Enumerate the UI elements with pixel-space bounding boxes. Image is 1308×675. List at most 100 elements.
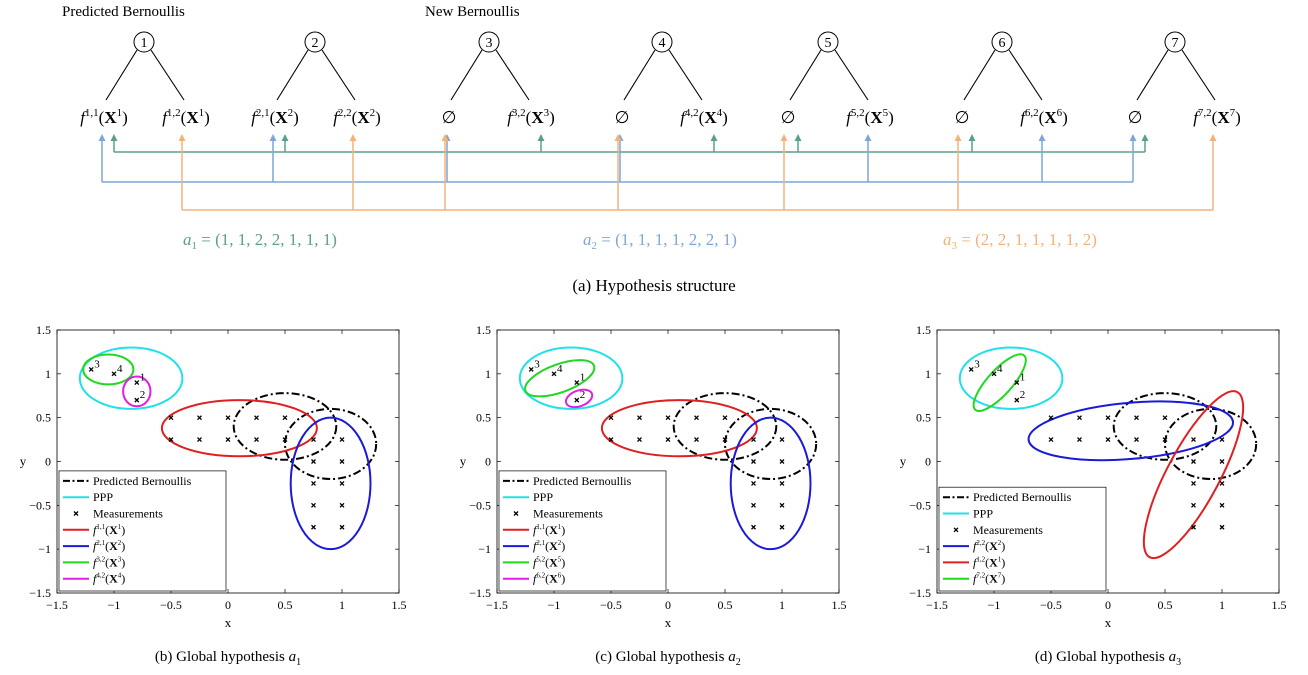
legend-label: PPP: [93, 490, 113, 504]
legend-marker: [953, 527, 959, 533]
x-tick-label: −1.5: [486, 598, 508, 612]
x-tick-label: 1: [339, 598, 345, 612]
measurement-point: [637, 437, 642, 443]
y-tick-label: −1: [478, 542, 491, 556]
x-tick-label: −0.5: [600, 598, 622, 612]
y-tick-label: 0: [45, 455, 51, 469]
hypothesis-label: a3 = (2, 2, 1, 1, 1, 1, 2): [943, 230, 1097, 252]
x-tick-label: 0: [225, 598, 231, 612]
ellipse-f52: [524, 359, 596, 398]
y-tick-label: −1.5: [469, 586, 491, 600]
measurement-point: [225, 415, 231, 421]
measurement-point: [608, 415, 614, 421]
measurement-point: [1162, 437, 1168, 443]
hypothesis-plots: −1.5 −1 −0.5 0 0.5 1 1.5 −1.5 −1 −0.5 0 0.5 1 1.5 x y 3 4…: [20, 323, 1287, 668]
y-tick-label: −0.5: [469, 498, 491, 512]
ellipse-predicted-bernoullis: [1164, 407, 1258, 481]
x-axis-label: x: [225, 615, 232, 630]
tree-leaf-label: f7,2(X7): [1193, 107, 1241, 127]
ellipse-f62: [564, 388, 594, 409]
arrow-head: [110, 134, 118, 141]
measurement-point: [254, 437, 259, 443]
measurement-point: [1191, 459, 1196, 464]
y-tick-label: 1.5: [476, 323, 491, 337]
arrow-head: [794, 134, 802, 141]
label-predicted-bernoullis: Predicted Bernoullis: [62, 4, 185, 20]
arrow-head: [1038, 134, 1046, 141]
measurement-point: [311, 437, 316, 443]
x-axis-label: x: [665, 615, 672, 630]
measurement-point: [1219, 459, 1225, 464]
legend: Predicted Bernoullis PPP Measurements f1,1(…: [58, 470, 227, 592]
tree-edge: [834, 49, 869, 101]
y-tick-label: 1.5: [916, 323, 931, 337]
y-tick-label: 1.5: [36, 323, 51, 337]
ellipse-f12: [1142, 390, 1245, 560]
y-tick-label: 1: [485, 367, 491, 381]
measurement-label: 3: [974, 358, 980, 370]
tree-leaf-label: f2,1(X2): [251, 107, 299, 127]
measurement-point: [751, 524, 756, 530]
measurement-point: [225, 437, 231, 443]
arrow-head: [864, 134, 872, 141]
tree-node-circle: [817, 31, 839, 53]
plot-panel-3: −1.5 −1 −0.5 0 0.5 1 1.5 −1.5 −1 −0.5 0 0.5 1 1.5 x y 3 4…: [900, 323, 1287, 668]
hypothesis-label: a2 = (1, 1, 1, 1, 2, 2, 1): [583, 230, 737, 252]
tree-leaf-label: f5,2(X5): [846, 107, 894, 127]
legend-label: f2,1(X2): [533, 539, 565, 553]
y-tick-label: 1: [925, 367, 931, 381]
measurement-point: [1014, 397, 1020, 403]
measurement-point: [1191, 437, 1196, 443]
ellipse-predicted-bernoullis: [1112, 392, 1218, 461]
measurement-point: [608, 437, 614, 443]
x-tick-label: 1.5: [1272, 598, 1287, 612]
ellipse-predicted-bernoullis: [672, 392, 778, 461]
measurement-point: [1219, 437, 1225, 443]
arrow-head: [1129, 134, 1137, 141]
y-tick-label: −1: [38, 542, 51, 556]
tree-node-circle: [651, 31, 673, 53]
measurement-point: [197, 415, 202, 421]
x-tick-label: 1: [779, 598, 785, 612]
hypothesis-connector: [178, 134, 1217, 211]
arrow-head: [349, 134, 357, 141]
measurement-point: [339, 437, 345, 443]
tree-leaf-label: f1,1(X1): [80, 107, 128, 127]
measurement-point: [779, 480, 785, 486]
legend-label: f1,1(X1): [533, 523, 565, 537]
arrow-head: [537, 134, 545, 141]
tree-leaf-label: ∅: [955, 108, 970, 127]
arrow-head: [1209, 134, 1217, 141]
measurement-point: [1162, 415, 1168, 421]
measurement-label: 4: [557, 363, 563, 375]
measurement-point: [1134, 415, 1139, 421]
legend-marker: [73, 511, 79, 516]
ellipse-predicted-bernoullis: [232, 392, 338, 461]
ellipse-ppp: [518, 346, 624, 410]
measurement-point: [779, 524, 785, 530]
legend: Predicted Bernoullis PPP Measurements f1,1(…: [498, 470, 667, 592]
measurement-point: [111, 371, 117, 377]
measurement-point: [751, 437, 756, 443]
measurement-point: [282, 415, 288, 421]
ellipse-f22: [1027, 400, 1235, 462]
tree-node-circle: [304, 31, 326, 53]
x-tick-label: 0: [1105, 598, 1111, 612]
plot-panel-2: −1.5 −1 −0.5 0 0.5 1 1.5 −1.5 −1 −0.5 0 0.5 1 1.5 x y 3 4…: [460, 323, 847, 668]
ellipse-f11: [160, 399, 318, 458]
tree-leaf-label: f3,2(X3): [507, 107, 555, 127]
measurement-point: [339, 480, 345, 486]
measurement-point: [751, 502, 756, 508]
measurement-point: [1134, 437, 1139, 443]
measurement-point: [1191, 480, 1196, 486]
measurement-point: [254, 415, 259, 421]
y-tick-label: 1: [45, 367, 51, 381]
y-axis-label: y: [20, 454, 27, 469]
measurement-point: [1105, 415, 1111, 421]
measurement-point: [88, 366, 94, 372]
measurement-point: [282, 437, 288, 443]
measurement-point: [1048, 437, 1054, 443]
measurement-point: [694, 415, 699, 421]
tree-node-circle: [1164, 31, 1186, 53]
plot-caption: (b) Global hypothesis a1: [155, 649, 301, 668]
